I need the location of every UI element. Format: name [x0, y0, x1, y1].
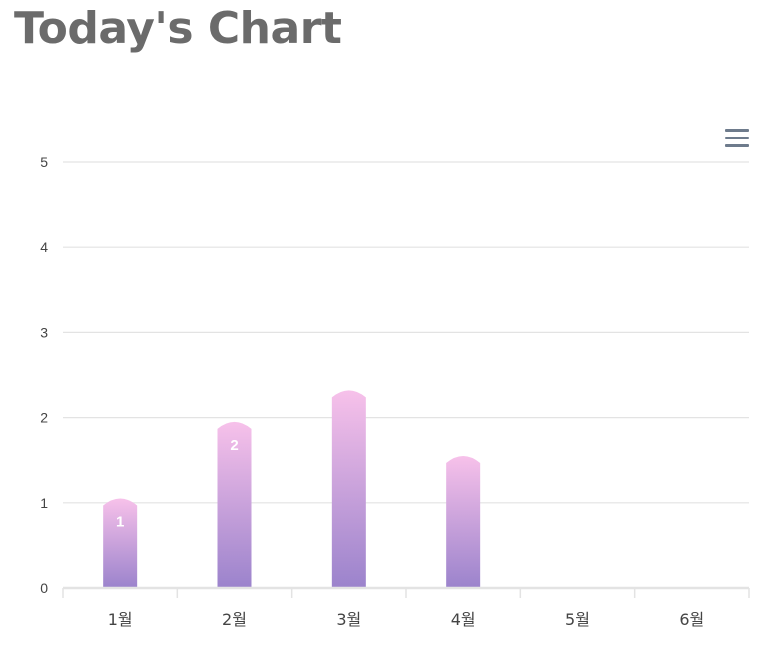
- y-tick-label: 0: [40, 580, 48, 596]
- y-tick-label: 4: [40, 239, 48, 255]
- x-tick-label: 6월: [679, 610, 704, 629]
- x-tick-label: 4월: [451, 610, 476, 629]
- bar-data-label: 1: [116, 514, 124, 531]
- x-tick-label: 2월: [222, 610, 247, 629]
- x-tick-label: 1월: [108, 610, 133, 629]
- page-title: Today's Chart: [14, 3, 342, 54]
- x-axis: 1월 2월 3월 4월 5월 6월: [62, 586, 750, 629]
- y-tick-label: 1: [40, 495, 48, 511]
- grid-lines: [63, 161, 749, 504]
- y-tick-label: 3: [40, 324, 48, 340]
- y-axis-ticks: 0 1 2 3 4 5: [40, 154, 48, 596]
- hamburger-menu-icon[interactable]: [724, 126, 752, 148]
- bar: [103, 498, 138, 588]
- x-tick-label: 3월: [336, 610, 361, 629]
- y-tick-label: 2: [40, 410, 48, 426]
- bars: 12: [103, 390, 481, 588]
- bar: [446, 455, 481, 588]
- y-tick-label: 5: [40, 154, 48, 170]
- bar: [331, 390, 366, 588]
- bar: [217, 421, 252, 588]
- bar-data-label: 2: [230, 437, 238, 454]
- x-tick-label: 5월: [565, 610, 590, 629]
